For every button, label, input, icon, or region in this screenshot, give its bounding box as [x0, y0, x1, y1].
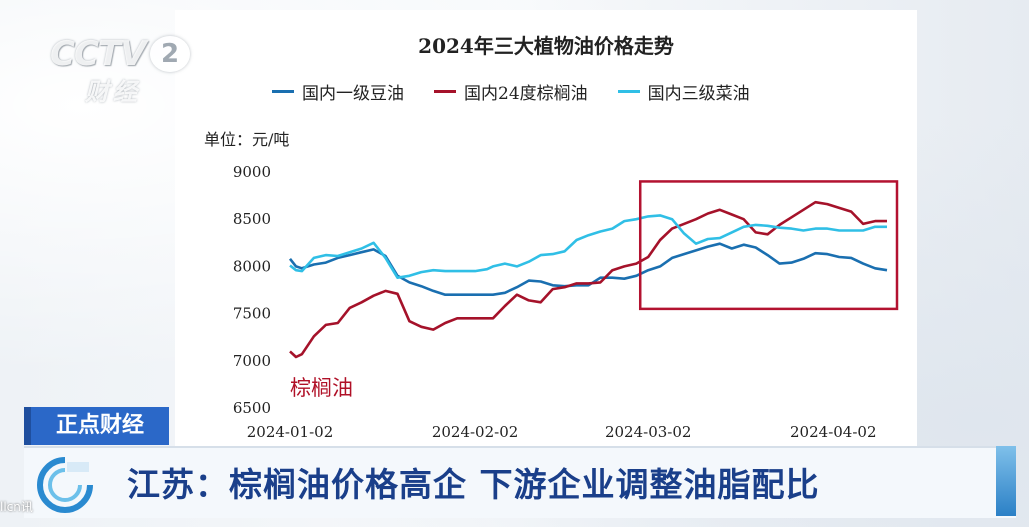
legend-item-soy: 国内一级豆油	[272, 79, 404, 104]
legend-label-soy: 国内一级豆油	[302, 84, 404, 104]
chart-legend: 国内一级豆油 国内24度棕榈油 国内三级菜油	[272, 79, 750, 104]
unit-label: 单位：元/吨	[204, 130, 290, 149]
series-line-palm	[289, 200, 887, 359]
legend-label-palm: 国内24度棕榈油	[464, 84, 588, 104]
x-tick-label: 2024-02-02	[432, 423, 518, 441]
source-watermark: llcn讯	[0, 500, 33, 514]
legend-item-rapeseed: 国内三级菜油	[617, 79, 750, 104]
palm-oil-annotation: 棕榈油	[290, 376, 353, 400]
x-tick-label: 2024-04-02	[790, 423, 876, 441]
legend-swatch-soy	[272, 90, 294, 93]
headline-accent	[996, 446, 1016, 516]
headline-text: 江苏：棕榈油价格高企 下游企业调整油脂配比	[127, 465, 820, 504]
y-tick-label: 9000	[233, 163, 271, 181]
y-tick-label: 8000	[233, 257, 271, 275]
legend-item-palm: 国内24度棕榈油	[434, 79, 588, 104]
legend-swatch-palm	[434, 90, 456, 93]
chart-title: 2024年三大植物油价格走势	[418, 34, 674, 58]
cctv-channel-name: 财经	[85, 78, 141, 106]
highlight-box	[638, 180, 899, 311]
cctv-channel-number: 2	[150, 36, 190, 72]
cctv-swirl-icon	[37, 457, 93, 513]
x-tick-label: 2024-03-02	[605, 423, 691, 441]
y-tick-label: 6500	[233, 399, 271, 417]
series-line-rapeseed	[289, 214, 887, 280]
program-tag: 正点财经	[24, 407, 169, 445]
legend-label-rapeseed: 国内三级菜油	[647, 84, 750, 104]
cctv-logo-text: CCTV	[50, 34, 146, 74]
legend-swatch-rapeseed	[617, 90, 640, 93]
headline-bar	[24, 446, 1016, 518]
y-tick-label: 7500	[233, 305, 271, 323]
y-tick-label: 8500	[233, 210, 271, 228]
y-tick-label: 7000	[233, 352, 271, 370]
x-tick-label: 2024-01-02	[247, 423, 333, 441]
